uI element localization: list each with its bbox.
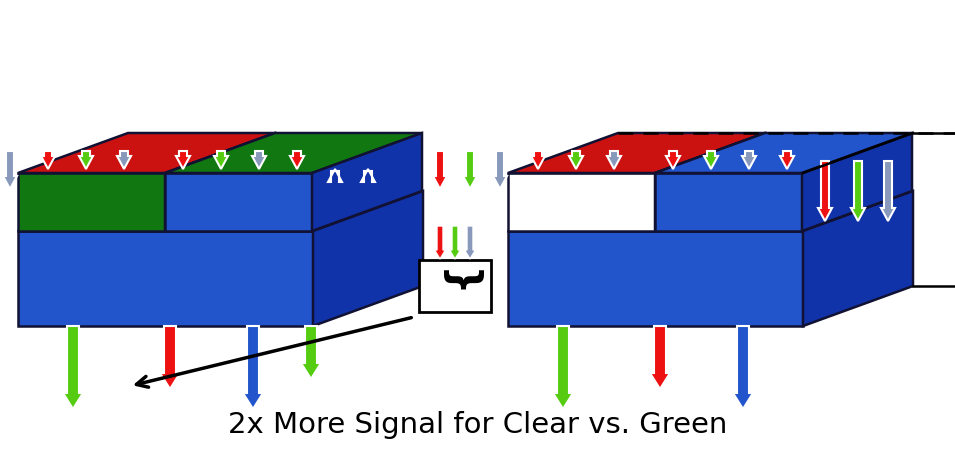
Polygon shape <box>803 191 913 326</box>
Polygon shape <box>802 133 912 231</box>
FancyArrow shape <box>117 151 131 169</box>
FancyArrow shape <box>463 151 477 189</box>
Polygon shape <box>508 231 803 326</box>
FancyArrow shape <box>851 161 865 221</box>
Polygon shape <box>312 133 422 231</box>
FancyArrow shape <box>243 326 263 409</box>
FancyArrow shape <box>41 151 55 169</box>
FancyArrow shape <box>214 151 228 169</box>
Text: 2x More Signal for Clear vs. Green: 2x More Signal for Clear vs. Green <box>228 411 727 439</box>
FancyArrow shape <box>607 151 621 169</box>
FancyArrow shape <box>742 151 756 169</box>
Polygon shape <box>165 173 312 231</box>
FancyArrow shape <box>704 151 718 169</box>
Polygon shape <box>508 191 913 231</box>
FancyArrow shape <box>780 151 794 169</box>
FancyArrow shape <box>553 326 573 409</box>
FancyArrow shape <box>176 151 190 169</box>
Polygon shape <box>18 173 165 231</box>
FancyArrow shape <box>63 326 83 409</box>
Polygon shape <box>655 133 912 173</box>
FancyArrow shape <box>361 169 375 182</box>
FancyArrow shape <box>450 226 460 259</box>
FancyArrow shape <box>435 226 445 259</box>
FancyArrow shape <box>328 169 342 182</box>
Polygon shape <box>18 191 423 231</box>
FancyArrow shape <box>493 151 507 189</box>
FancyArrow shape <box>569 151 583 169</box>
FancyArrow shape <box>252 151 266 169</box>
Polygon shape <box>165 133 275 231</box>
FancyArrow shape <box>3 151 17 189</box>
Polygon shape <box>655 133 765 231</box>
FancyArrow shape <box>666 151 680 169</box>
FancyArrow shape <box>79 151 93 169</box>
Polygon shape <box>313 191 423 326</box>
Polygon shape <box>18 231 313 326</box>
FancyArrow shape <box>733 326 753 409</box>
Polygon shape <box>18 133 275 173</box>
FancyArrow shape <box>818 161 832 221</box>
FancyArrow shape <box>301 326 321 379</box>
FancyArrow shape <box>290 151 304 169</box>
FancyArrow shape <box>160 326 180 389</box>
Polygon shape <box>508 173 655 231</box>
Polygon shape <box>655 173 802 231</box>
Polygon shape <box>508 133 765 173</box>
FancyArrow shape <box>650 326 670 389</box>
Text: }: } <box>436 269 478 299</box>
FancyArrow shape <box>464 226 476 259</box>
FancyArrow shape <box>433 151 447 189</box>
Bar <box>419 260 491 312</box>
FancyArrow shape <box>531 151 545 169</box>
FancyArrow shape <box>881 161 895 221</box>
Polygon shape <box>165 133 422 173</box>
